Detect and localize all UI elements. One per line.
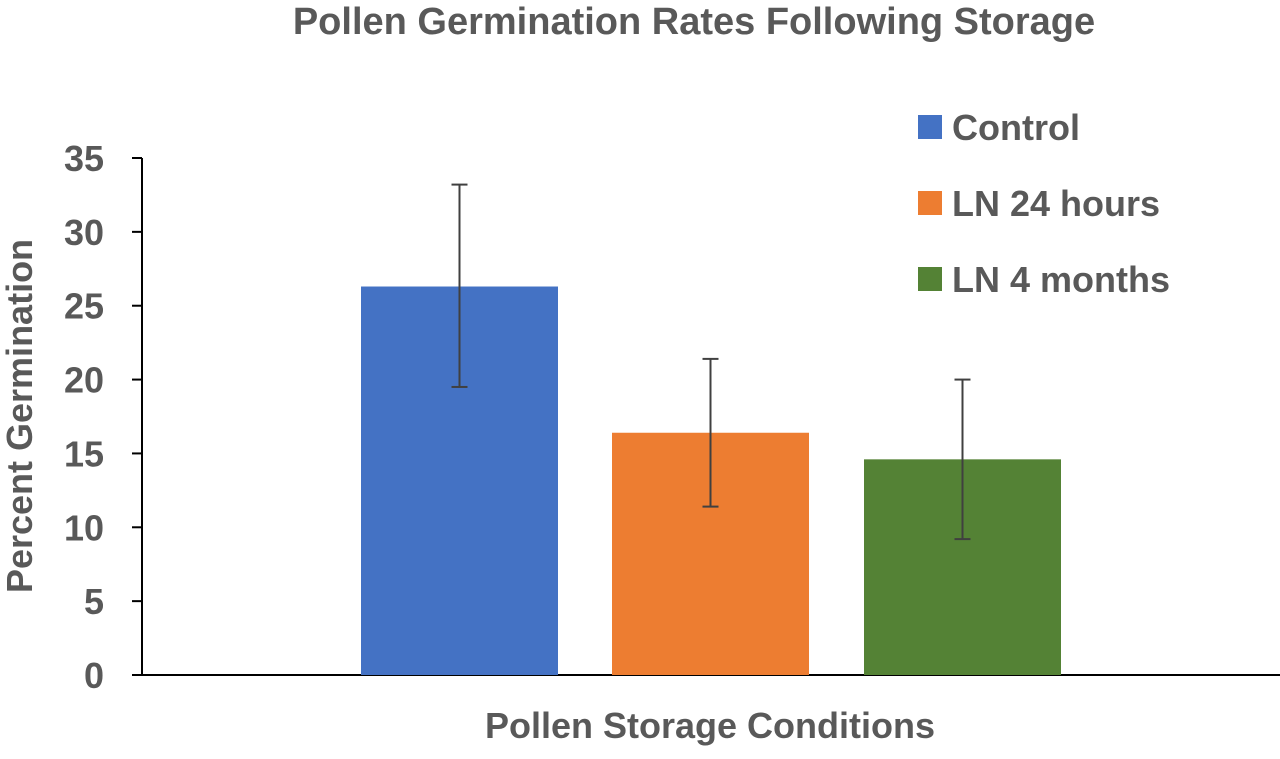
y-tick-label: 15 [64, 433, 104, 474]
y-tick-label: 35 [64, 138, 104, 179]
chart-title: Pollen Germination Rates Following Stora… [293, 1, 1095, 43]
y-tick-label: 0 [84, 655, 104, 696]
legend-swatch [918, 267, 942, 291]
error-bar [702, 357, 719, 508]
x-axis-label: Pollen Storage Conditions [485, 705, 935, 746]
y-axis-label: Percent Germination [0, 239, 40, 593]
legend-label: LN 4 months [952, 259, 1170, 300]
legend-label: Control [952, 107, 1080, 148]
y-tick-label: 30 [64, 212, 104, 253]
plot-area: 0 5 10 15 20 25 30 35 [64, 138, 1280, 696]
legend-label: LN 24 hours [952, 183, 1160, 224]
error-bar [451, 183, 468, 388]
legend: Control LN 24 hours LN 4 months [918, 107, 1170, 300]
error-bar [954, 378, 971, 541]
y-tick-label: 20 [64, 360, 104, 401]
y-tick-label: 5 [84, 581, 104, 622]
legend-swatch [918, 191, 942, 215]
y-tick-label: 10 [64, 507, 104, 548]
legend-swatch [918, 115, 942, 139]
y-tick-label: 25 [64, 286, 104, 327]
